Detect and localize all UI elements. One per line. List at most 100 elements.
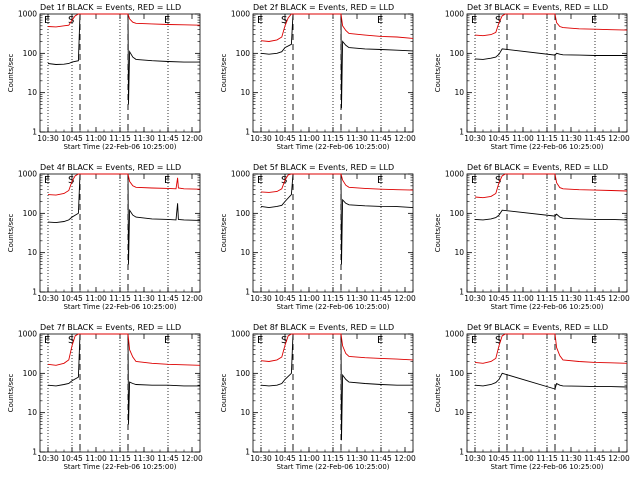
x-tick-label: 11:30 — [133, 454, 155, 463]
y-tick-label: 100 — [23, 49, 38, 58]
series-line-lld — [474, 173, 628, 199]
chart-title: Det 7f BLACK = Events, RED = LLD — [40, 323, 181, 332]
x-tick-label: 10:45 — [274, 134, 296, 143]
x-tick-label: 10:45 — [488, 454, 510, 463]
chart-panel-9: Det 9f BLACK = Events, RED = LLD 1 10 100 10… — [434, 323, 630, 471]
event-marker-e: E — [471, 335, 477, 346]
series-line-events — [260, 333, 413, 441]
x-tick-label: 10:45 — [274, 294, 296, 303]
event-marker-e: E — [257, 335, 263, 346]
y-tick-label: 1000 — [445, 330, 464, 339]
x-tick-label: 12:00 — [608, 454, 630, 463]
series-line-lld — [474, 333, 628, 364]
y-tick-label: 10 — [27, 88, 37, 97]
series-line-lld — [474, 13, 628, 37]
series-line-events — [47, 13, 200, 105]
y-tick-label: 10 — [454, 88, 464, 97]
chart-title: Det 6f BLACK = Events, RED = LLD — [467, 163, 608, 172]
series-line-lld — [260, 173, 414, 193]
y-axis-label: Counts/sec — [7, 214, 15, 253]
plot-frame — [252, 333, 414, 453]
y-axis-label: Counts/sec — [7, 54, 15, 93]
y-tick-label: 1 — [245, 128, 250, 137]
event-marker-s: S — [495, 335, 501, 346]
y-tick-label: 100 — [236, 49, 251, 58]
x-tick-label: 11:30 — [560, 294, 582, 303]
x-tick-label: 10:30 — [464, 134, 486, 143]
event-marker-e: E — [44, 335, 50, 346]
event-marker-e: E — [591, 335, 597, 346]
x-tick-label: 11:30 — [133, 294, 155, 303]
x-tick-label: 11:00 — [298, 134, 320, 143]
x-tick-label: 10:45 — [488, 294, 510, 303]
x-tick-label: 11:00 — [298, 294, 320, 303]
x-tick-label: 10:30 — [464, 454, 486, 463]
chart-panel-4: Det 4f BLACK = Events, RED = LLD 1 10 100 10… — [7, 163, 203, 311]
x-tick-label: 12:00 — [394, 294, 416, 303]
x-tick-label: 11:30 — [560, 454, 582, 463]
chart-title: Det 5f BLACK = Events, RED = LLD — [253, 163, 394, 172]
x-axis-label: Start Time (22-Feb-06 10:25:00) — [490, 463, 603, 471]
y-tick-label: 1 — [32, 448, 37, 457]
y-tick-label: 100 — [450, 209, 465, 218]
event-marker-s: S — [68, 335, 74, 346]
chart-panel-1: Det 1f BLACK = Events, RED = LLD 1 10 100 10… — [7, 3, 203, 151]
plot-frame — [466, 13, 628, 133]
y-tick-label: 1 — [245, 448, 250, 457]
chart-panel-5: Det 5f BLACK = Events, RED = LLD 1 10 100 10… — [220, 163, 416, 311]
y-tick-label: 1000 — [18, 170, 37, 179]
y-tick-label: 100 — [236, 369, 251, 378]
event-marker-e: E — [471, 175, 477, 186]
series-line-events — [474, 372, 628, 390]
series-line-events — [474, 48, 627, 60]
y-tick-label: 10 — [27, 248, 37, 257]
x-tick-label: 11:45 — [584, 454, 606, 463]
x-tick-label: 10:30 — [250, 134, 272, 143]
x-tick-label: 11:15 — [322, 294, 344, 303]
x-tick-label: 10:45 — [61, 454, 83, 463]
x-tick-label: 12:00 — [608, 134, 630, 143]
chart-title: Det 8f BLACK = Events, RED = LLD — [253, 323, 394, 332]
x-axis-label: Start Time (22-Feb-06 10:25:00) — [63, 463, 176, 471]
y-tick-label: 1000 — [445, 10, 464, 19]
series-line-lld — [47, 13, 201, 28]
event-marker-e: E — [377, 15, 383, 26]
x-tick-label: 11:30 — [346, 294, 368, 303]
x-tick-label: 11:15 — [322, 454, 344, 463]
plot-frame — [466, 173, 628, 293]
x-tick-label: 11:00 — [512, 134, 534, 143]
x-tick-label: 12:00 — [394, 134, 416, 143]
y-tick-label: 100 — [23, 369, 38, 378]
series-line-events — [260, 173, 414, 265]
event-marker-e: E — [257, 15, 263, 26]
x-tick-label: 11:15 — [109, 134, 131, 143]
x-tick-label: 10:30 — [250, 454, 272, 463]
event-marker-e: E — [257, 175, 263, 186]
series-line-events — [47, 173, 201, 265]
x-tick-label: 12:00 — [181, 294, 203, 303]
event-marker-e: E — [44, 15, 50, 26]
y-tick-label: 1000 — [18, 10, 37, 19]
event-marker-e: E — [44, 175, 50, 186]
event-marker-s: S — [68, 175, 74, 186]
x-tick-label: 11:30 — [560, 134, 582, 143]
event-marker-e: E — [377, 175, 383, 186]
x-tick-label: 12:00 — [181, 134, 203, 143]
y-tick-label: 10 — [27, 408, 37, 417]
x-tick-label: 11:00 — [85, 134, 107, 143]
x-tick-label: 11:45 — [370, 294, 392, 303]
series-line-lld — [47, 333, 201, 366]
event-marker-e: E — [164, 15, 170, 26]
y-tick-label: 10 — [454, 408, 464, 417]
chart-title: Det 1f BLACK = Events, RED = LLD — [40, 3, 181, 12]
y-axis-label: Counts/sec — [220, 374, 228, 413]
y-tick-label: 100 — [23, 209, 38, 218]
x-tick-label: 11:15 — [536, 294, 558, 303]
x-tick-label: 11:15 — [536, 134, 558, 143]
x-tick-label: 10:30 — [37, 134, 59, 143]
x-tick-label: 12:00 — [608, 294, 630, 303]
x-axis-label: Start Time (22-Feb-06 10:25:00) — [276, 143, 389, 151]
event-marker-s: S — [495, 175, 501, 186]
chart-panel-8: Det 8f BLACK = Events, RED = LLD 1 10 100 10… — [220, 323, 416, 471]
